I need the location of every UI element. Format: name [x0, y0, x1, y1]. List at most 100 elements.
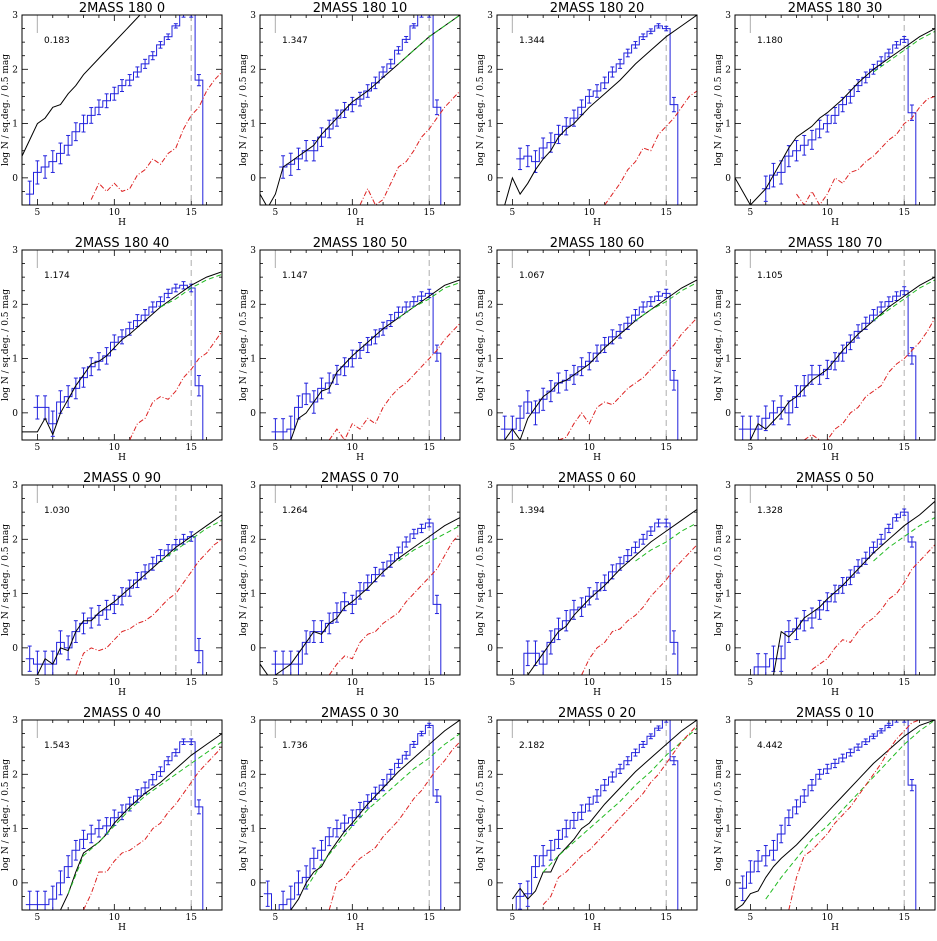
y-axis-label: log N / sq.deg. / 0.5 mag: [239, 54, 249, 166]
y-tick-label: 0: [725, 174, 731, 184]
y-tick-label: 0: [12, 644, 18, 654]
panel-title: 2MASS 0 20: [558, 706, 636, 721]
y-tick-label: 3: [725, 246, 731, 256]
y-tick-label: 2: [12, 300, 18, 310]
ratio-label: 1.264: [282, 506, 308, 516]
y-axis-label: log N / sq.deg. / 0.5 mag: [714, 759, 724, 871]
model-component-line: [359, 90, 460, 205]
y-tick-label: 1: [487, 355, 493, 365]
x-tick-label: 15: [899, 208, 911, 218]
y-tick-label: 2: [12, 535, 18, 545]
y-tick-label: 2: [487, 535, 493, 545]
model-component-line: [328, 322, 460, 440]
y-tick-label: 0: [12, 174, 18, 184]
model-component-line: [788, 720, 935, 910]
y-tick-label: 3: [250, 246, 256, 256]
y-axis-label: log N / sq.deg. / 0.5 mag: [476, 54, 486, 166]
y-tick-label: 0: [487, 879, 493, 889]
y-tick-label: 1: [12, 590, 18, 600]
x-tick-label: 15: [661, 913, 673, 923]
ratio-label: 1.105: [757, 271, 783, 281]
y-tick-label: 2: [487, 300, 493, 310]
y-axis-label: log N / sq.deg. / 0.5 mag: [1, 289, 11, 401]
plot-area: [500, 720, 697, 910]
y-tick-label: 3: [487, 246, 493, 256]
y-tick-label: 2: [250, 535, 256, 545]
model-component-line: [83, 746, 222, 910]
x-axis-label: H: [831, 218, 839, 228]
x-tick-label: 5: [273, 678, 279, 688]
ratio-label: 1.180: [757, 36, 783, 46]
model-total-line: [22, 271, 222, 436]
x-tick-label: 15: [424, 443, 436, 453]
y-tick-label: 1: [725, 120, 731, 130]
model-total-line: [260, 279, 460, 440]
panel-frame: [496, 719, 698, 911]
y-tick-label: 0: [12, 879, 18, 889]
x-tick-label: 5: [35, 678, 41, 688]
x-tick-label: 10: [822, 208, 834, 218]
panel-frame: [259, 249, 461, 441]
y-axis-label: log N / sq.deg. / 0.5 mag: [476, 759, 486, 871]
x-axis-label: H: [118, 688, 126, 698]
y-tick-label: 1: [250, 355, 256, 365]
y-tick-label: 1: [725, 825, 731, 835]
x-tick-label: 5: [35, 443, 41, 453]
model-total-line: [511, 720, 697, 900]
x-tick-label: 15: [186, 913, 198, 923]
x-tick-label: 10: [347, 443, 359, 453]
counts-histogram: [508, 522, 686, 675]
model-alt-line: [398, 15, 460, 65]
y-axis-label: log N / sq.deg. / 0.5 mag: [476, 289, 486, 401]
y-axis-label: log N / sq.deg. / 0.5 mag: [714, 524, 724, 636]
panel-title: 2MASS 0 70: [321, 471, 399, 486]
x-axis-label: H: [593, 218, 601, 228]
plot-area: [497, 250, 697, 440]
x-tick-label: 10: [822, 678, 834, 688]
y-tick-label: 1: [487, 120, 493, 130]
model-alt-line: [398, 525, 460, 562]
panel-frame: [21, 719, 223, 911]
y-tick-label: 1: [725, 355, 731, 365]
counts-histogram: [500, 720, 686, 910]
ratio-label: 2.182: [519, 741, 545, 751]
x-tick-label: 5: [748, 443, 754, 453]
counts-histogram: [738, 720, 924, 910]
model-alt-line: [305, 733, 460, 889]
x-axis-label: H: [118, 923, 126, 933]
ratio-label: 1.543: [44, 741, 70, 751]
y-tick-label: 1: [12, 825, 18, 835]
ratio-label: 1.394: [519, 506, 545, 516]
x-axis-label: H: [593, 453, 601, 463]
panel-title: 2MASS 180 50: [313, 236, 408, 251]
y-tick-label: 1: [487, 590, 493, 600]
x-axis-label: H: [118, 453, 126, 463]
y-tick-label: 2: [250, 770, 256, 780]
x-tick-label: 15: [661, 443, 673, 453]
y-tick-label: 3: [12, 716, 18, 726]
panel-title: 2MASS 180 40: [75, 236, 170, 251]
ratio-label: 0.183: [44, 36, 70, 46]
y-tick-label: 0: [250, 174, 256, 184]
y-tick-label: 2: [250, 300, 256, 310]
y-tick-label: 2: [725, 65, 731, 75]
x-tick-label: 10: [822, 443, 834, 453]
model-total-line: [22, 514, 222, 675]
y-tick-label: 0: [250, 409, 256, 419]
x-tick-label: 10: [822, 913, 834, 923]
y-tick-label: 2: [487, 770, 493, 780]
model-component-line: [558, 317, 697, 440]
model-total-line: [773, 500, 935, 675]
model-alt-line: [765, 720, 935, 900]
panel-frame: [21, 14, 223, 206]
plot-area: [497, 485, 697, 675]
x-tick-label: 15: [899, 443, 911, 453]
ratio-label: 1.147: [282, 271, 308, 281]
model-alt-line: [160, 273, 222, 308]
model-alt-line: [67, 741, 222, 894]
